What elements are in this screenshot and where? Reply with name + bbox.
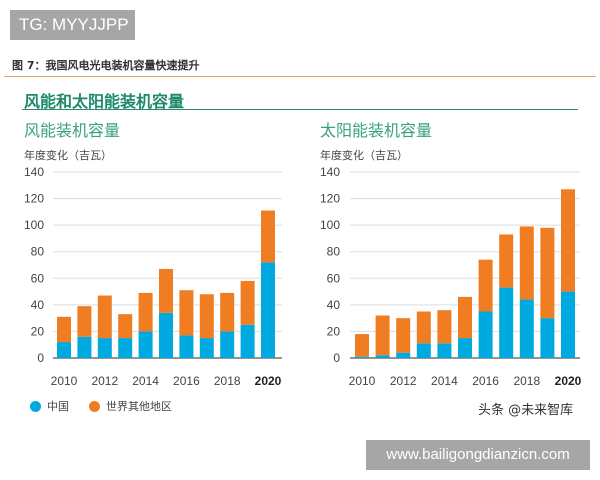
- y-tick-label: 120: [320, 192, 340, 206]
- bar-rest-2016: [179, 290, 194, 336]
- bar-china-2018: [220, 331, 235, 358]
- y-tick-label: 0: [333, 351, 340, 365]
- x-tick-label: 2010: [349, 374, 376, 388]
- y-tick-label: 40: [327, 298, 341, 312]
- bar-china-2017: [199, 338, 214, 358]
- bar-china-2014: [138, 331, 153, 358]
- bar-rest-2015: [458, 296, 472, 339]
- bar-rest-2010: [57, 316, 71, 343]
- bar-rest-2012: [97, 295, 112, 339]
- main-title: 风能和太阳能装机容量: [24, 92, 185, 111]
- y-tick-label: 60: [327, 271, 341, 285]
- bar-china-2014: [437, 343, 452, 358]
- bar-china-2017: [499, 287, 514, 358]
- bar-rest-2013: [416, 311, 431, 344]
- title-divider: [22, 109, 578, 110]
- bar-rest-2014: [138, 292, 153, 332]
- x-tick-label: 2010: [51, 374, 78, 388]
- bar-china-2016: [478, 311, 493, 358]
- x-tick-label: 2020: [255, 374, 282, 388]
- bar-rest-2018: [519, 226, 534, 300]
- legend-rest-label: 世界其他地区: [106, 400, 172, 413]
- bar-china-2020: [261, 262, 275, 358]
- bar-china-2013: [416, 343, 431, 358]
- x-tick-label: 2016: [472, 374, 499, 388]
- wind-y-label: 年度变化（吉瓦）: [24, 149, 112, 162]
- bar-china-2012: [396, 352, 411, 358]
- bar-rest-2013: [118, 314, 133, 339]
- y-tick-label: 80: [327, 245, 341, 259]
- legend-china-label: 中国: [47, 400, 69, 413]
- legend-rest-swatch: [89, 400, 100, 412]
- x-tick-label: 2014: [431, 374, 458, 388]
- y-tick-label: 0: [37, 351, 44, 365]
- y-tick-label: 60: [31, 271, 45, 285]
- bar-china-2013: [118, 338, 133, 358]
- bar-rest-2020: [561, 189, 575, 292]
- bar-rest-2018: [220, 292, 235, 332]
- bar-rest-2010: [355, 334, 369, 357]
- y-tick-label: 20: [327, 324, 341, 338]
- figure-caption: 图 7：我国风电光电装机容量快速提升: [12, 59, 200, 72]
- bar-china-2020: [561, 291, 575, 358]
- x-tick-label: 2012: [91, 374, 118, 388]
- bar-rest-2012: [396, 318, 411, 353]
- caption-divider: [4, 76, 596, 77]
- bar-rest-2015: [159, 268, 173, 313]
- legend: 中国 世界其他地区: [30, 398, 172, 414]
- header-tag: TG: MYYJJPP: [10, 10, 135, 40]
- y-tick-label: 140: [320, 165, 340, 179]
- bar-rest-2016: [478, 259, 493, 312]
- x-tick-label: 2018: [513, 374, 540, 388]
- y-tick-label: 140: [24, 165, 44, 179]
- bar-rest-2017: [499, 234, 514, 288]
- bar-china-2010: [57, 342, 71, 358]
- bar-china-2015: [159, 312, 173, 358]
- bar-china-2019: [240, 324, 255, 358]
- bar-rest-2014: [437, 310, 452, 344]
- bar-rest-2019: [240, 280, 255, 325]
- bar-rest-2011: [375, 315, 390, 356]
- x-tick-label: 2012: [390, 374, 417, 388]
- watermark: 头条 @未来智库: [478, 403, 574, 418]
- solar-y-label: 年度变化（吉瓦）: [320, 149, 408, 162]
- y-tick-label: 20: [31, 324, 45, 338]
- bar-china-2011: [375, 355, 390, 358]
- site-banner: www.bailigongdianzicn.com: [366, 440, 590, 470]
- bar-rest-2019: [540, 227, 555, 319]
- bar-rest-2011: [77, 306, 92, 337]
- y-tick-label: 120: [24, 192, 44, 206]
- bar-rest-2017: [199, 294, 214, 339]
- y-tick-label: 80: [31, 245, 45, 259]
- bar-china-2011: [77, 336, 92, 358]
- bar-rest-2020: [261, 210, 275, 263]
- wind-chart-title: 风能装机容量: [24, 121, 121, 140]
- x-tick-label: 2018: [214, 374, 241, 388]
- bar-china-2016: [179, 335, 194, 358]
- x-tick-label: 2016: [173, 374, 200, 388]
- legend-china-swatch: [30, 400, 41, 412]
- bar-china-2018: [519, 299, 534, 358]
- bar-china-2012: [97, 338, 112, 358]
- bar-china-2019: [540, 318, 555, 358]
- y-tick-label: 100: [24, 218, 44, 232]
- bar-china-2015: [458, 338, 472, 358]
- y-tick-label: 100: [320, 218, 340, 232]
- bar-china-2010: [355, 356, 369, 358]
- y-tick-label: 40: [31, 298, 45, 312]
- x-tick-label: 2014: [132, 374, 159, 388]
- x-tick-label: 2020: [555, 374, 582, 388]
- solar-chart-title: 太阳能装机容量: [320, 121, 433, 140]
